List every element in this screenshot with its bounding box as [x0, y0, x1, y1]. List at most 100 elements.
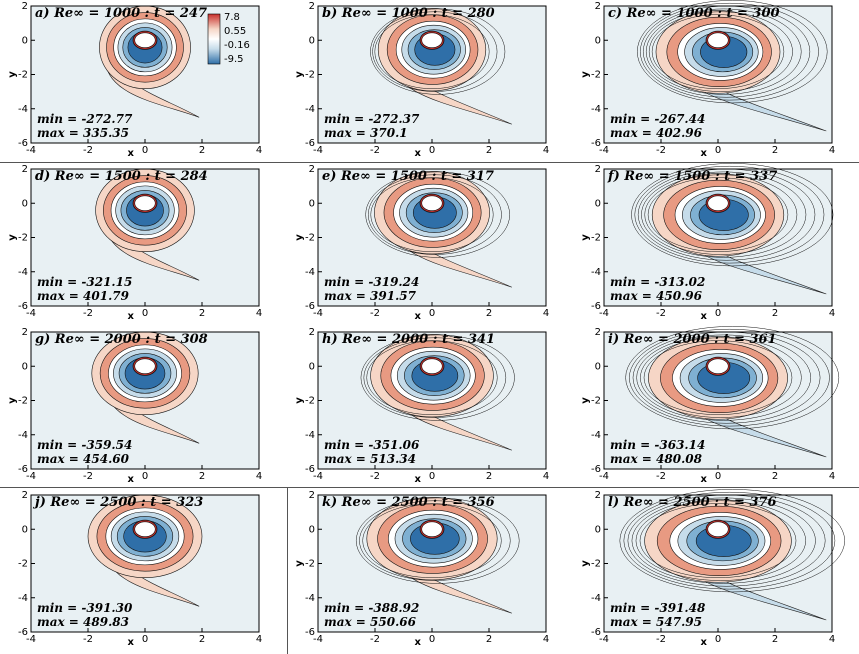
- y-tick-label: -2: [591, 559, 601, 570]
- contour-line: [648, 11, 793, 92]
- y-tick-label: -4: [591, 267, 601, 278]
- max-value: max = 401.79: [37, 289, 130, 303]
- x-tick-label: -2: [370, 308, 380, 319]
- contour-line: [359, 500, 511, 581]
- y-tick-label: 0: [595, 361, 601, 372]
- y-tick-label: -6: [591, 464, 601, 475]
- panel-h: -4 -2 0 2 4 2 0 -2 -4 -6 x y h) Re∞ = 2000 : t = 341…: [290, 326, 575, 489]
- x-tick-label: 2: [772, 471, 778, 482]
- panel-j: -4 -2 0 2 4 2 0 -2 -4 -6 x j) Re∞ = 2500 : t = 323 m…: [3, 489, 288, 652]
- panel-g: -4 -2 0 2 4 2 0 -2 -4 -6 x y g) Re∞ = 2000 : t = 308…: [3, 326, 288, 489]
- y-tick-label: 2: [595, 1, 601, 12]
- y-tick-label: -4: [18, 267, 28, 278]
- panel-l: -4 -2 0 2 4 2 0 -2 -4 -6 x y l) Re∞ = 2500 : t = 376…: [576, 489, 859, 652]
- vorticity-field: [370, 8, 512, 125]
- max-value: max = 402.96: [610, 126, 703, 140]
- x-tick-label: -4: [313, 634, 323, 645]
- x-tick-label: -4: [313, 308, 323, 319]
- cylinder-body: [134, 195, 156, 211]
- y-tick-label: -2: [18, 233, 28, 244]
- panel-title: g) Re∞ = 2000 : t = 308: [35, 332, 208, 347]
- panel-title: d) Re∞ = 1500 : t = 284: [35, 169, 208, 184]
- x-tick-label: 2: [199, 634, 205, 645]
- y-tick-label: -6: [305, 464, 315, 475]
- row-divider-1: [0, 162, 859, 163]
- vorticity-field: [87, 494, 203, 607]
- x-tick-label: -2: [656, 634, 666, 645]
- x-tick-label: 0: [142, 634, 148, 645]
- min-value: min = -351.06: [324, 438, 420, 452]
- contour-line: [372, 11, 498, 92]
- x-tick-label: 2: [199, 308, 205, 319]
- y-tick-label: 0: [22, 361, 28, 372]
- y-axis-label: y: [294, 397, 305, 404]
- x-axis-label: x: [128, 148, 135, 159]
- y-tick-label: -6: [591, 301, 601, 312]
- x-tick-label: 0: [715, 471, 721, 482]
- y-tick-label: -2: [305, 559, 315, 570]
- panel-title: l) Re∞ = 2500 : t = 376: [608, 495, 777, 510]
- x-tick-label: -4: [313, 471, 323, 482]
- x-tick-label: 4: [829, 634, 835, 645]
- min-value: min = -319.24: [324, 275, 419, 289]
- x-tick-label: 4: [256, 634, 262, 645]
- x-tick-label: -2: [656, 471, 666, 482]
- y-tick-label: 2: [309, 1, 315, 12]
- cylinder-body: [421, 358, 443, 374]
- vorticity-field: [625, 326, 840, 458]
- min-value: min = -321.15: [37, 275, 132, 289]
- color-legend: 7.8 0.55 -0.16 -9.5: [207, 12, 250, 65]
- panel-j-svg: -4 -2 0 2 420-2-4-6xj) Re∞ = 2500 : t = 323m…: [18, 490, 262, 648]
- x-tick-label: 2: [772, 145, 778, 156]
- x-tick-label: 2: [772, 634, 778, 645]
- y-tick-label: 0: [22, 198, 28, 209]
- y-axis-label: y: [580, 397, 591, 404]
- x-tick-label: 2: [486, 634, 492, 645]
- x-tick-label: -2: [370, 145, 380, 156]
- x-tick-label: 0: [429, 145, 435, 156]
- y-tick-label: 2: [22, 1, 28, 12]
- y-tick-label: -6: [591, 627, 601, 638]
- y-axis-label: y: [580, 234, 591, 241]
- x-tick-label: 0: [429, 471, 435, 482]
- y-axis-label: y: [7, 71, 18, 78]
- contour-line: [374, 14, 490, 89]
- contour-line: [636, 334, 811, 421]
- y-tick-label: -6: [18, 301, 28, 312]
- legend-label: 7.8: [224, 12, 240, 23]
- panel-c: -4 -2 0 2 4 2 0 -2 -4 -6 x y c) Re∞ = 1000 : t = 300…: [576, 0, 859, 163]
- y-axis-label: y: [7, 234, 18, 241]
- x-tick-label: 4: [543, 634, 549, 645]
- x-tick-label: -4: [26, 308, 36, 319]
- contour-line: [647, 177, 789, 252]
- y-tick-label: 0: [309, 198, 315, 209]
- cylinder-body: [707, 358, 729, 374]
- x-axis-label: x: [415, 637, 422, 648]
- y-tick-label: -4: [591, 593, 601, 604]
- contour-line: [619, 489, 845, 593]
- min-value: min = -272.77: [37, 112, 133, 126]
- x-tick-label: -2: [83, 145, 93, 156]
- max-value: max = 370.1: [324, 126, 408, 140]
- contour-line: [629, 328, 830, 427]
- y-tick-label: -6: [18, 627, 28, 638]
- y-tick-label: -4: [18, 593, 28, 604]
- contour-line: [635, 500, 806, 581]
- x-tick-label: 0: [715, 308, 721, 319]
- x-tick-label: -2: [83, 308, 93, 319]
- y-tick-label: -4: [18, 430, 28, 441]
- y-tick-label: -6: [18, 138, 28, 149]
- x-axis-label: x: [415, 311, 422, 322]
- vorticity-field: [619, 489, 845, 621]
- contour-line: [367, 174, 502, 255]
- x-tick-label: -4: [599, 145, 609, 156]
- contour-line: [644, 174, 798, 255]
- vorticity-field: [631, 163, 834, 295]
- vorticity-field: [355, 497, 520, 614]
- x-tick-label: 4: [256, 308, 262, 319]
- x-tick-label: -4: [26, 471, 36, 482]
